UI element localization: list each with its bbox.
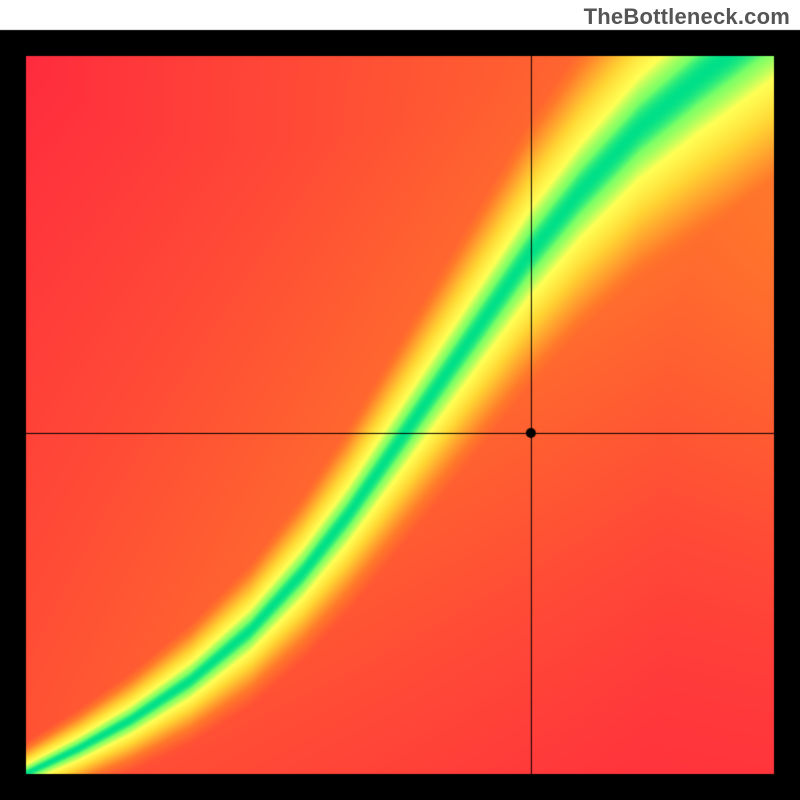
watermark-text: TheBottleneck.com [584, 4, 790, 30]
bottleneck-heatmap [0, 0, 800, 800]
